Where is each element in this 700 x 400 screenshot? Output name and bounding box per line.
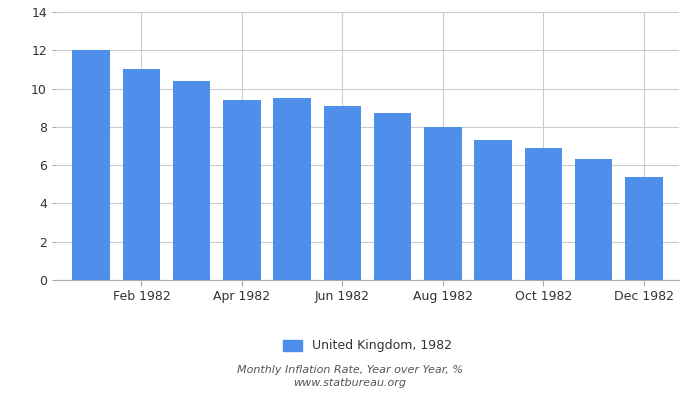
Bar — [374, 114, 412, 280]
Legend: United Kingdom, 1982: United Kingdom, 1982 — [278, 334, 457, 358]
Text: Monthly Inflation Rate, Year over Year, %: Monthly Inflation Rate, Year over Year, … — [237, 365, 463, 375]
Bar — [625, 177, 663, 280]
Bar — [323, 106, 361, 280]
Text: www.statbureau.org: www.statbureau.org — [293, 378, 407, 388]
Bar — [575, 159, 612, 280]
Bar — [475, 140, 512, 280]
Bar — [122, 70, 160, 280]
Bar — [173, 81, 211, 280]
Bar — [223, 100, 260, 280]
Bar — [72, 50, 110, 280]
Bar — [424, 127, 462, 280]
Bar — [524, 148, 562, 280]
Bar — [273, 98, 311, 280]
